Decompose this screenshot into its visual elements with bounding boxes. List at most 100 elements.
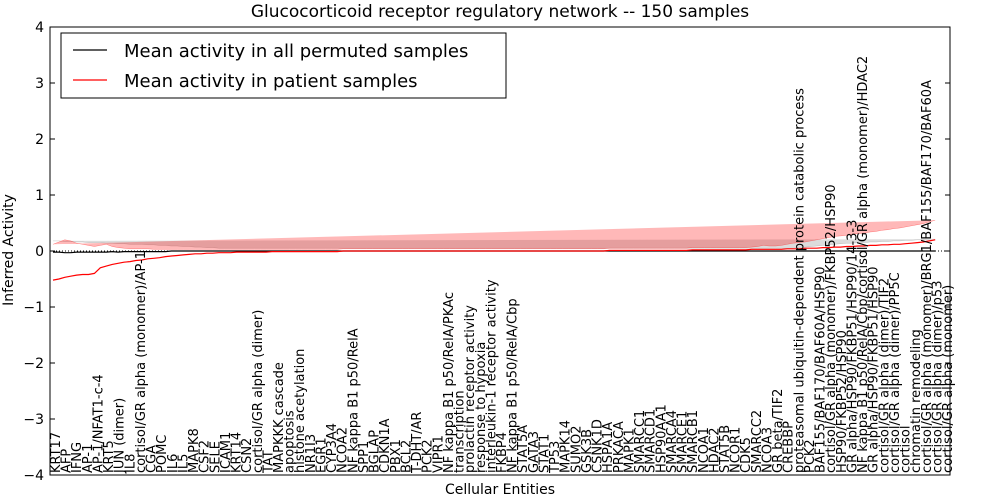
y-tick-label: 1 [35, 188, 44, 204]
x-tick-label: PBX1 [389, 439, 404, 473]
x-tick-label: PRKACA [612, 421, 627, 473]
x-tick-label: HSPA1A [601, 422, 616, 473]
x-tick-label: cortisol/GR alpha (monomer)/AP-1 [134, 251, 149, 473]
x-tick-label: GR alpha/HSP90/FKBP51/HSP90 [867, 266, 882, 473]
x-tick-label: HDAC2 [707, 427, 722, 473]
y-tick-label: 0 [35, 244, 44, 260]
x-tick-label: cortisol/GR alpha (monomer)/BRG1/BAF155/… [920, 80, 935, 473]
x-tick-label: NCOA3 [760, 427, 775, 473]
x-tick-label: SMARCA4 [665, 410, 680, 473]
x-tick-label: SMARCD1 [644, 409, 659, 473]
x-tick-label: TAT [261, 450, 276, 474]
y-axis: −4 −3 −2 −1 0 1 2 3 4 [23, 20, 950, 484]
legend-label-permuted: Mean activity in all permuted samples [124, 41, 468, 62]
x-tick-label: EGR1 [314, 437, 329, 473]
x-tick-label: AP-1 [81, 444, 96, 473]
x-tick-label: KRT5 [102, 440, 117, 473]
x-tick-label: cortisol/GR alpha (monomer)/FKBP52/HSP90 [824, 184, 839, 473]
x-tick-label: STAT1 [537, 434, 552, 473]
x-tick-label: NF kappa B1 p50/RelA [346, 328, 361, 473]
x-tick-label: NCOA2 [336, 427, 351, 473]
y-tick-label: −4 [23, 468, 44, 484]
x-tick-label: HSP90AA1 [654, 404, 669, 473]
x-tick-label: SMARCC1 [633, 410, 648, 473]
x-tick-label: T-DHT/AR [410, 412, 425, 474]
x-tick-label: MAPK1 [622, 428, 637, 473]
x-tick-label: SMARCC2 [750, 410, 765, 473]
x-tick-label: CDKN1A [378, 418, 393, 473]
x-tick-label: IL5 [176, 454, 191, 473]
y-tick-label: 3 [35, 76, 44, 92]
x-tick-label: CSNK1D [591, 419, 606, 473]
x-tick-label: STAT5A [516, 425, 531, 473]
x-tick-label: VIPR1 [431, 435, 446, 473]
x-tick-label: KRT14 [230, 432, 245, 473]
legend-label-patient: Mean activity in patient samples [124, 71, 418, 92]
x-tick-label: cortisol [899, 426, 914, 474]
x-tick-label: IL8 [123, 454, 138, 473]
x-tick-label: CREBBP [782, 421, 797, 473]
x-tick-label: MAPKKK cascade [272, 362, 287, 473]
x-tick-label: cortisol/GR alpha (dimer)/p53 [930, 281, 945, 473]
x-tick-label: response to hypoxia [474, 342, 489, 473]
x-tick-label: SMARCE1 [676, 411, 691, 473]
x-tick-label: PCK2 [803, 439, 818, 473]
legend: Mean activity in all permuted samples Me… [60, 32, 507, 99]
x-tick-label: NR1I3 [304, 434, 319, 473]
x-tick-label: CSN2 [240, 438, 255, 473]
x-tick-label: HSP90/FKBP52/HSP90 [835, 330, 850, 473]
x-tick-label: MAPK8 [187, 428, 202, 473]
x-tick-label: BGLAP [368, 430, 383, 473]
x-tick-label: CSF2 [198, 440, 213, 473]
x-tick-label: histone acetylation [293, 349, 308, 473]
x-tick-label: SELE [208, 441, 223, 473]
x-tick-label: proteasomal ubiquitin-dependent protein … [792, 88, 807, 473]
x-tick-label: PCK2 [421, 439, 436, 473]
y-tick-label: 2 [35, 132, 44, 148]
x-tick-label: NF kappa B1 p50/RelA/Cbp [506, 298, 521, 473]
x-tick-label: AP-1/NFAT1-c-4 [91, 374, 106, 473]
x-tick-label: JUN (dimer) [113, 398, 128, 474]
x-tick-label: IL6 [166, 454, 181, 473]
series-line-patient [52, 239, 936, 281]
x-tick-label: MAPK14 [559, 420, 574, 473]
x-tick-label: transcription [453, 390, 468, 473]
x-tick-label: GR beta/TIF2 [771, 389, 786, 473]
x-tick-label: ICAM1 [219, 432, 234, 473]
x-tick-label: interleukin-1 receptor activity [484, 279, 499, 473]
x-tick-label: NF kappa B1 p50/RelA/PKAc [442, 292, 457, 473]
x-tick-label: CDK5 [739, 437, 754, 473]
y-tick-label: −3 [23, 412, 44, 428]
x-tick-label: cortisol/GR alpha (dimer)/PP5C [888, 272, 903, 473]
x-tick-label: KRT17 [49, 432, 64, 473]
band-layer [52, 219, 936, 250]
x-tick-label: BCL2 [399, 440, 414, 473]
x-tick-label: NCOA1 [697, 427, 712, 473]
x-tick-label: GR alpha/HSP90/FKBP51/HSP90/14-3-3 [845, 220, 860, 473]
x-tick-label: BAF155/BAF170/BAF60A/HSP90 [814, 267, 829, 473]
x-tick-label: cortisol/GR alpha (dimer)/TIF2 [877, 278, 892, 473]
x-tick-label: CYP3A4 [325, 423, 340, 473]
x-tick-label: SPP1 [357, 441, 372, 473]
line-layer [52, 239, 936, 281]
x-tick-label: GATA3 [527, 431, 542, 473]
x-tick-label: GSK3B [580, 429, 595, 473]
x-tick-label: POMC [155, 435, 170, 473]
x-tick-label: SMARCB1 [686, 410, 701, 473]
legend-box [60, 32, 507, 99]
x-tick-label: cortisol/GR alpha (monomer) [941, 285, 956, 473]
x-tick-label: CGA [145, 445, 160, 473]
x-tick-label: AFP [60, 449, 75, 473]
x-tick-label: NCOR1 [729, 427, 744, 473]
x-tick-label: apoptosis [283, 410, 298, 473]
x-tick-label: SUMO2 [569, 426, 584, 474]
x-tick-label: STAT5B [718, 425, 733, 473]
x-tick-label: prolactin receptor activity [463, 305, 478, 473]
y-tick-label: −2 [23, 356, 44, 372]
x-tick-label: IFNG [70, 442, 85, 473]
band-patient [52, 219, 936, 250]
y-tick-label: −1 [23, 300, 44, 316]
